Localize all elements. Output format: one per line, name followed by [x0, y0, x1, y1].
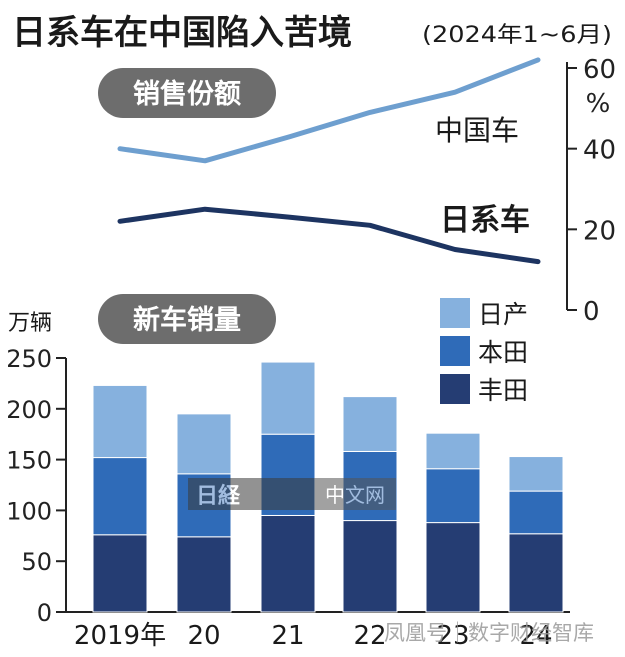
share-y-ticks: 0 20 40 60 [567, 55, 616, 327]
sales-x-labels: 2019年 20 21 22 23 24 [74, 621, 553, 651]
share-y-tick-label: 20 [583, 216, 616, 246]
toyota-bar [508, 533, 564, 613]
legend-toyota-label: 丰田 [478, 376, 528, 405]
sales-pill-label: 新车销量 [133, 304, 241, 336]
sales-x-label: 20 [187, 621, 220, 651]
honda-bar [425, 468, 481, 524]
sales-x-label: 2019年 [74, 621, 166, 651]
legend-nissan-swatch [440, 298, 470, 328]
toyota-bar [342, 520, 398, 613]
nikkei-logo-box [188, 478, 314, 510]
toyota-bar [425, 522, 481, 613]
honda-bar [508, 490, 564, 535]
nikkei-suffix-box [314, 478, 396, 510]
share-y-tick-label: 60 [583, 55, 616, 85]
sales-y-tick-label: 50 [21, 548, 52, 576]
nikkei-watermark: 日経 中文网 [188, 478, 396, 510]
share-y-unit: % [586, 89, 611, 119]
sales-pill [98, 294, 276, 344]
nissan-bar [508, 456, 564, 492]
toyota-bar [92, 534, 148, 613]
japan-share-line [117, 206, 541, 265]
sales-y-tick-label: 0 [37, 599, 52, 627]
sales-x-label: 21 [271, 621, 304, 651]
sales-y-tick-label: 150 [6, 447, 52, 475]
sales-x-label: 24 [519, 621, 552, 651]
nissan-bar [342, 396, 398, 452]
china-share-line [117, 57, 541, 164]
series-label-japan: 日系车 [440, 203, 530, 238]
toyota-bar [176, 536, 232, 613]
honda-bar [92, 457, 148, 536]
nissan-bar [425, 432, 481, 470]
chart-title: 日系车在中国陷入苦境 [12, 13, 352, 53]
nissan-bar [92, 384, 148, 459]
chart-subtitle: (2024年1~6月) [422, 23, 612, 48]
sales-y-tick-label: 100 [6, 497, 52, 525]
nikkei-logo-suffix: 中文网 [325, 483, 385, 507]
series-label-china: 中国车 [435, 114, 519, 147]
legend-toyota-swatch [440, 374, 470, 404]
legend-honda-swatch [440, 336, 470, 366]
sales-x-label: 23 [436, 621, 469, 651]
sales-x-label: 22 [353, 621, 386, 651]
share-series [117, 57, 541, 265]
share-y-tick-label: 0 [583, 297, 600, 327]
share-panel: 销售份额 0 20 40 60 % 中国车 日系车 [98, 55, 616, 327]
nissan-bar [260, 361, 316, 435]
share-pill-label: 销售份额 [133, 78, 241, 110]
sales-y-tick-label: 200 [6, 396, 52, 424]
sales-y-unit: 万辆 [8, 311, 52, 336]
nikkei-logo: 日経 [196, 483, 241, 509]
share-pill [98, 68, 276, 118]
share-y-tick-label: 40 [583, 136, 616, 166]
legend-honda-label: 本田 [478, 338, 528, 367]
legend-nissan-label: 日产 [478, 300, 528, 329]
footer-watermark: 凤凰号｜数字财经智库 [384, 621, 594, 645]
sales-y-tick-label: 250 [6, 345, 52, 373]
nissan-bar [176, 413, 232, 475]
toyota-bar [260, 514, 316, 613]
sales-y-ticks: 0 50 100 150 200 250 [6, 345, 66, 627]
